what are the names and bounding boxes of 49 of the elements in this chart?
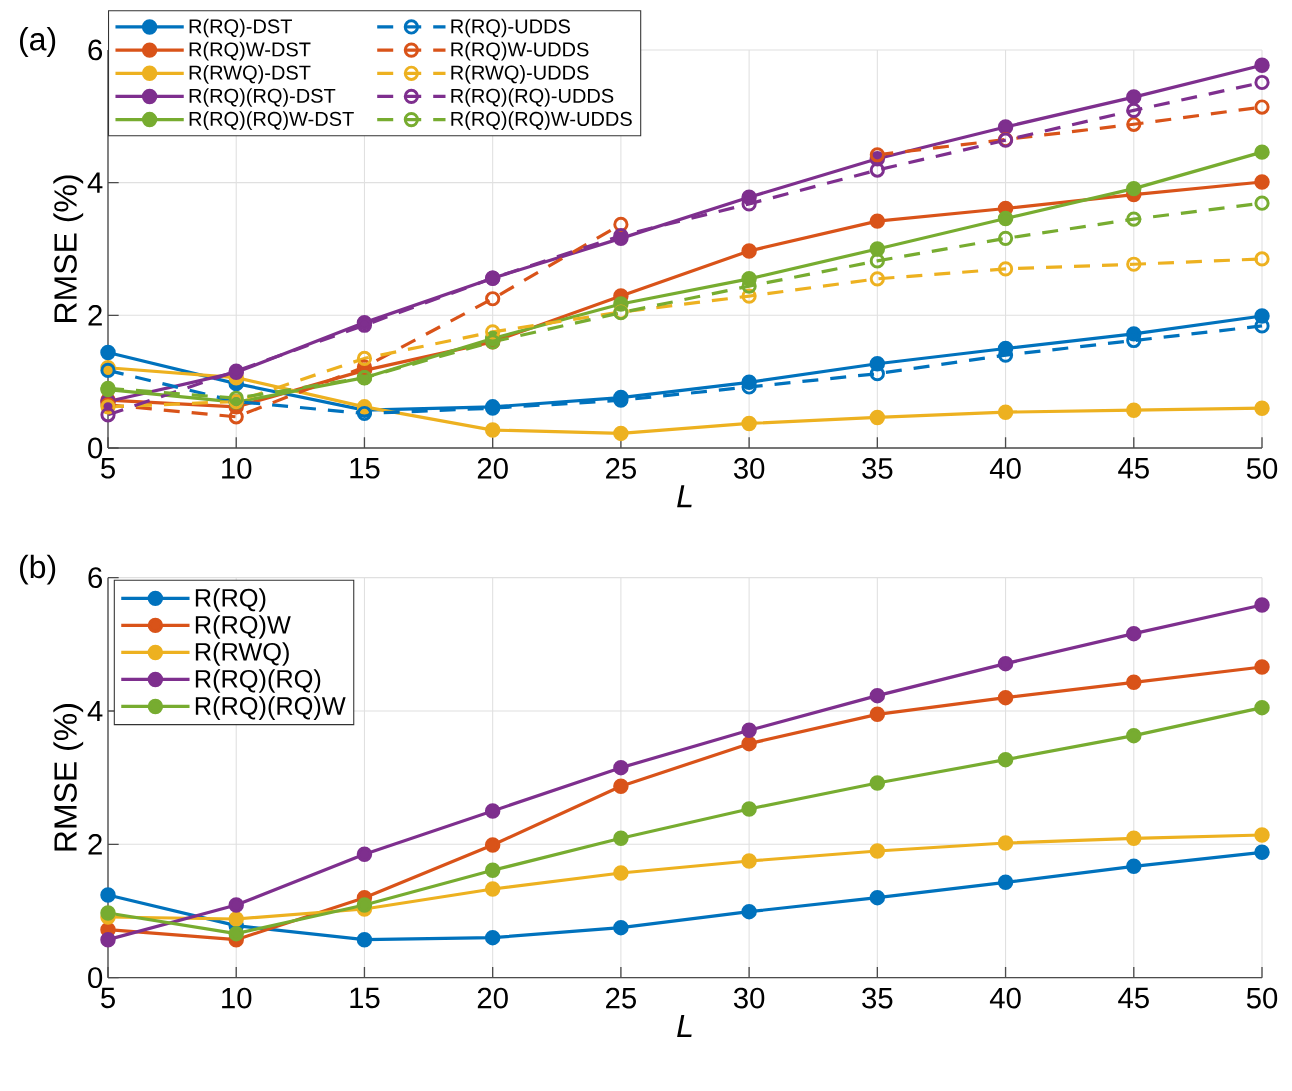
x-tick-label: 40 bbox=[989, 458, 1021, 479]
x-tick-label: 5 bbox=[101, 987, 115, 1009]
y-tick-label: 2 bbox=[88, 305, 102, 326]
x-axis-title: L bbox=[677, 485, 692, 508]
x-tick-label: 10 bbox=[222, 458, 252, 479]
x-tick-label: 30 bbox=[733, 987, 765, 1009]
legend-label: R(RQ)(RQ)W-UDDS bbox=[451, 111, 632, 131]
y-tick-label: 2 bbox=[88, 834, 102, 855]
y-tick-label: 4 bbox=[87, 172, 103, 193]
legend-label: R(RQ)W-DST bbox=[189, 42, 311, 61]
legend-label: R(RQ) bbox=[195, 588, 266, 612]
legend-label: R(RQ)(RQ)-DST bbox=[189, 88, 336, 107]
x-tick-label: 20 bbox=[477, 987, 508, 1009]
legend-label: R(RQ)(RQ) bbox=[195, 669, 321, 694]
y-tick-label: 6 bbox=[88, 567, 103, 589]
legend-label: R(RQ)(RQ)W-DST bbox=[189, 111, 354, 131]
y-tick-label: 0 bbox=[88, 437, 103, 459]
x-tick-label: 25 bbox=[606, 987, 636, 1009]
y-tick-label: 0 bbox=[88, 967, 103, 989]
legend-label: R(RQ)(RQ)W bbox=[195, 696, 346, 721]
x-tick-label: 20 bbox=[477, 458, 508, 479]
legend-label: R(RQ)(RQ)-UDDS bbox=[451, 88, 614, 107]
legend-label: R(RQ)W bbox=[195, 615, 291, 639]
x-tick-label: 35 bbox=[862, 458, 893, 479]
legend-label: R(RQ)-DST bbox=[189, 18, 292, 38]
x-tick-label: 35 bbox=[862, 987, 893, 1009]
x-tick-label: 50 bbox=[1246, 987, 1278, 1009]
y-tick-label: 6 bbox=[88, 39, 103, 61]
legend-label: R(RWQ) bbox=[195, 642, 289, 667]
legend-label: R(RQ)W-UDDS bbox=[451, 42, 589, 61]
x-tick-label: 50 bbox=[1246, 458, 1278, 479]
x-tick-label: 45 bbox=[1118, 987, 1149, 1009]
x-tick-label: 45 bbox=[1118, 458, 1149, 479]
legend-label: R(RWQ)-UDDS bbox=[451, 65, 589, 84]
x-tick-label: 15 bbox=[350, 987, 380, 1009]
y-axis-title: RMSE (%) bbox=[53, 704, 84, 851]
legend-label: R(RQ)-UDDS bbox=[451, 18, 570, 38]
x-tick-label: 25 bbox=[606, 458, 636, 479]
x-axis-title: L bbox=[677, 1015, 692, 1038]
x-tick-label: 5 bbox=[101, 458, 115, 479]
x-tick-label: 30 bbox=[733, 458, 765, 479]
chart-title: (b) bbox=[20, 554, 56, 585]
legend-label: R(RWQ)-DST bbox=[189, 65, 311, 84]
x-tick-label: 40 bbox=[989, 987, 1021, 1009]
x-tick-label: 15 bbox=[350, 458, 380, 479]
y-tick-label: 4 bbox=[87, 701, 103, 722]
chart-title: (a) bbox=[20, 27, 56, 58]
y-axis-title: RMSE (%) bbox=[53, 175, 84, 323]
x-tick-label: 10 bbox=[222, 987, 252, 1009]
